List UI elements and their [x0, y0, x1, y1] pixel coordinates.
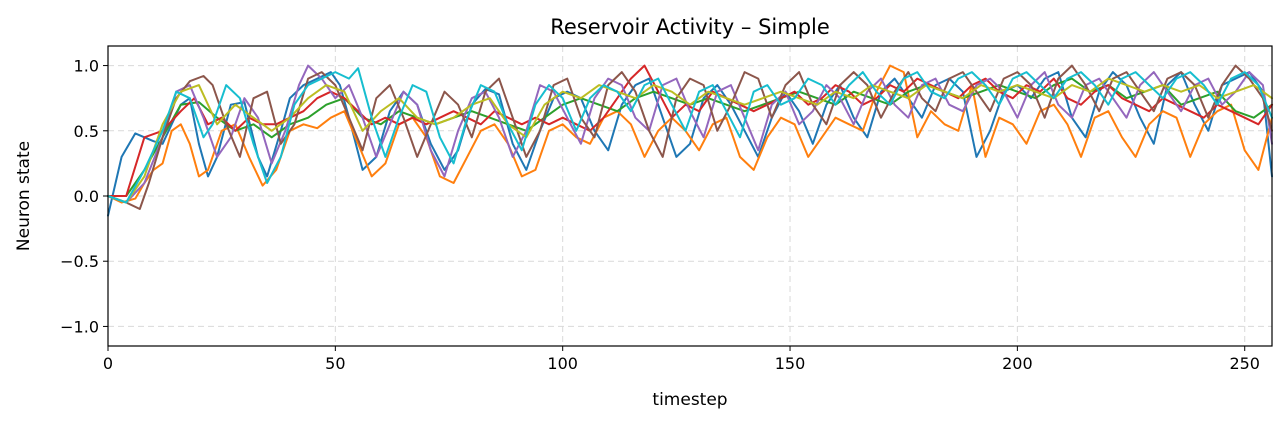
x-tick-label-5: 250: [1229, 354, 1260, 373]
series-line-7: [107, 77, 1273, 204]
x-axis-ticks: 0 50 100 150 200 250: [103, 346, 1260, 373]
y-axis-label: Neuron state: [14, 141, 34, 251]
series-layer: [107, 64, 1273, 217]
series-line-1: [107, 71, 1273, 217]
grid: [107, 46, 1272, 346]
y-tick-label-3: 0.5: [74, 122, 99, 141]
x-tick-label-3: 150: [775, 354, 806, 373]
x-axis-label: timestep: [652, 390, 727, 410]
y-tick-label-1: −0.5: [60, 252, 99, 271]
x-tick-label-0: 0: [103, 354, 113, 373]
series-line-8: [107, 67, 1273, 204]
y-tick-label-0: −1.0: [60, 317, 99, 336]
chart-title: Reservoir Activity – Simple: [550, 15, 830, 39]
x-tick-label-4: 200: [1002, 354, 1033, 373]
y-tick-label-4: 1.0: [74, 57, 99, 76]
y-tick-label-2: 0.0: [74, 187, 99, 206]
y-axis-ticks: −1.0 −0.5 0.0 0.5 1.0: [60, 57, 108, 336]
series-line-5: [107, 64, 1273, 204]
series-line-4: [107, 64, 1273, 197]
x-tick-label-2: 100: [547, 354, 578, 373]
x-tick-label-1: 50: [325, 354, 345, 373]
